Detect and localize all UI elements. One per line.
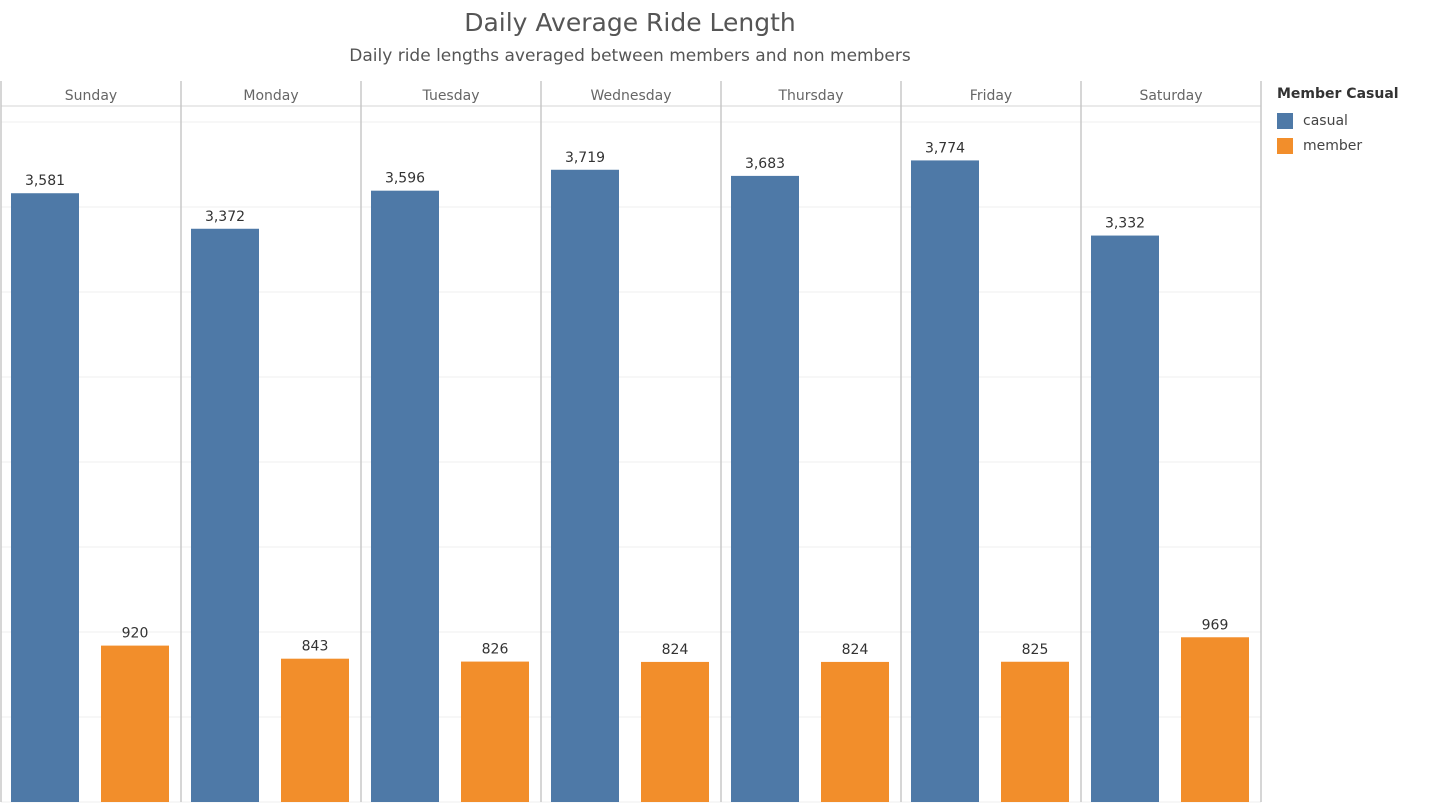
bar-casual-wednesday <box>551 169 619 802</box>
legend: Member Casual casual member <box>1277 86 1399 158</box>
data-label-casual-saturday: 3,332 <box>1105 216 1145 232</box>
category-label-monday: Monday <box>243 88 298 104</box>
category-label-wednesday: Wednesday <box>590 88 671 104</box>
category-label-tuesday: Tuesday <box>422 88 480 104</box>
bar-member-saturday <box>1181 637 1249 802</box>
data-label-casual-sunday: 3,581 <box>25 173 65 189</box>
bar-casual-friday <box>911 160 979 803</box>
legend-item-member[interactable]: member <box>1277 133 1399 158</box>
legend-swatch-casual <box>1277 112 1293 129</box>
data-label-member-tuesday: 826 <box>482 642 509 658</box>
data-label-member-thursday: 824 <box>842 642 869 658</box>
bar-member-tuesday <box>461 661 529 802</box>
legend-label-member: member <box>1303 137 1363 154</box>
bar-casual-thursday <box>731 175 799 802</box>
bar-casual-tuesday <box>371 190 439 802</box>
data-label-member-sunday: 920 <box>122 626 149 642</box>
bar-chart: Sunday 3,581 920 Monday 3,372 843 Tuesday 3,596… <box>0 81 1262 803</box>
category-label-friday: Friday <box>970 88 1012 104</box>
bar-member-thursday <box>821 661 889 802</box>
bar-member-friday <box>1001 661 1069 802</box>
bar-casual-monday <box>191 228 259 802</box>
chart-title: Daily Average Ride Length <box>464 8 796 37</box>
chart-subtitle: Daily ride lengths averaged between memb… <box>349 46 911 66</box>
category-label-sunday: Sunday <box>65 88 117 104</box>
data-label-casual-friday: 3,774 <box>925 140 965 156</box>
data-label-casual-thursday: 3,683 <box>745 156 785 172</box>
bar-member-monday <box>281 658 349 802</box>
legend-label-casual: casual <box>1303 112 1348 129</box>
data-label-casual-monday: 3,372 <box>205 209 245 225</box>
bar-member-wednesday <box>641 661 709 802</box>
legend-swatch-member <box>1277 137 1293 154</box>
data-label-member-saturday: 969 <box>1202 617 1229 633</box>
bar-casual-sunday <box>11 193 79 803</box>
bar-member-sunday <box>101 645 169 802</box>
data-label-member-wednesday: 824 <box>662 642 689 658</box>
bar-casual-saturday <box>1091 235 1159 802</box>
data-label-casual-wednesday: 3,719 <box>565 150 605 166</box>
data-label-member-monday: 843 <box>302 639 329 655</box>
data-label-casual-tuesday: 3,596 <box>385 171 425 187</box>
data-label-member-friday: 825 <box>1022 642 1049 658</box>
category-label-thursday: Thursday <box>777 88 843 104</box>
category-label-saturday: Saturday <box>1139 88 1202 104</box>
legend-title: Member Casual <box>1277 86 1399 102</box>
legend-item-casual[interactable]: casual <box>1277 108 1399 133</box>
